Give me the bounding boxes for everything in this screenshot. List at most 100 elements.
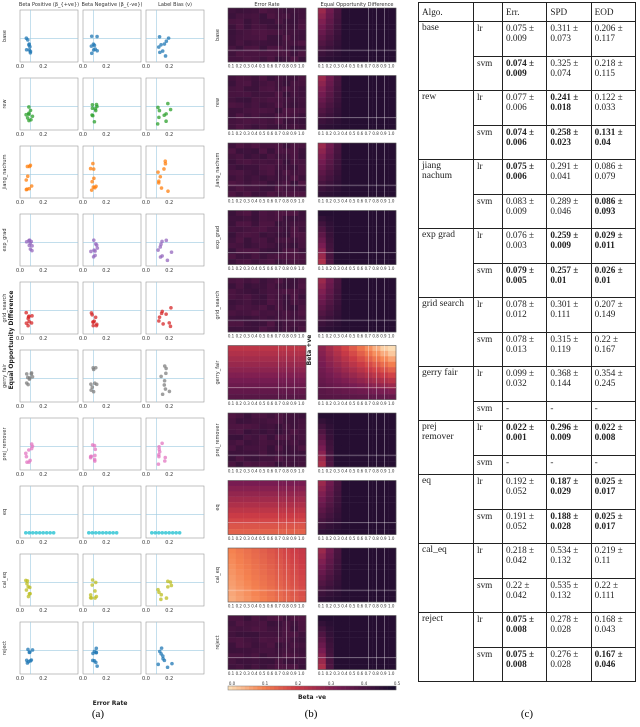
heatmap-tick-label: 0.9 — [380, 401, 387, 406]
heatmap-cell — [318, 456, 326, 462]
heatmap-tick-label: 0.1 — [228, 334, 235, 339]
heatmap-cell — [333, 237, 342, 244]
eod-cell: 0.22 ± 0.167 — [590, 331, 637, 367]
heatmap-tick-label: 0.9 — [380, 671, 387, 676]
heatmap-cell — [243, 35, 252, 41]
heatmap-cell — [388, 418, 397, 424]
heatmap-cell — [388, 35, 397, 41]
heatmap-cell — [341, 653, 350, 659]
heatmap-cell — [259, 564, 268, 570]
heatmap-row-label: grid_search — [215, 291, 221, 320]
heatmap-cell — [325, 215, 334, 222]
row-label: jiang_nachum — [2, 154, 8, 190]
heatmap-cell — [349, 253, 358, 260]
heatmap-tick-label: 0.3 — [243, 604, 250, 609]
heatmap-cell — [251, 512, 260, 519]
heatmap-cell — [388, 461, 397, 468]
scatter-point — [161, 322, 165, 326]
heatmap-cell — [251, 56, 260, 63]
heatmap-cell — [259, 356, 268, 362]
scatter-point — [29, 371, 34, 375]
heatmap-cell — [388, 305, 397, 311]
heatmap-cell — [333, 350, 342, 357]
heatmap-cell — [251, 394, 260, 400]
scatter-point — [30, 114, 35, 119]
heatmap-cell — [325, 569, 334, 576]
heatmap-cell — [235, 418, 244, 424]
heatmap-cell — [333, 97, 342, 103]
colorbar-segment — [228, 686, 233, 690]
heatmap-cell — [318, 278, 326, 284]
heatmap-cell — [235, 124, 244, 130]
x-tick-label: 0.2 — [102, 336, 110, 342]
spd-cell: 0.311 ± 0.073 — [546, 21, 592, 57]
heatmap-cell — [341, 143, 350, 149]
heatmap-cell — [341, 626, 350, 632]
heatmap-row-label: eq — [215, 504, 221, 510]
heatmap-cell — [349, 305, 358, 311]
heatmap-cell — [341, 175, 350, 181]
heatmap-row-label: base — [215, 29, 221, 41]
heatmap-cell — [267, 107, 275, 114]
heatmap-cell — [243, 569, 252, 576]
heatmap-cell — [341, 248, 350, 254]
heatmap-tick-label: 0.9 — [290, 266, 297, 271]
heatmap-tick-label: 0.7 — [275, 604, 282, 609]
x-tick-label: 0.0 — [79, 268, 87, 274]
heatmap-cell — [259, 361, 268, 368]
heatmap-cell — [251, 507, 260, 514]
scatter-point — [87, 531, 91, 535]
heatmap-cell — [267, 148, 275, 154]
heatmap-cell — [251, 388, 260, 395]
heatmap-cell — [318, 569, 326, 576]
eod-cell: 0.218 ± 0.115 — [590, 55, 637, 91]
heatmap-cell — [267, 24, 275, 30]
scatter-point — [94, 243, 99, 247]
heatmap-cell — [267, 29, 275, 36]
heatmap-cell — [341, 118, 350, 125]
heatmap-cell — [325, 18, 334, 25]
heatmap-cell — [349, 56, 358, 63]
scatter-point — [24, 112, 28, 117]
heatmap-cell — [333, 278, 342, 284]
colorbar-segment — [366, 686, 372, 690]
heatmap-cell — [333, 631, 342, 638]
heatmap-cell — [259, 548, 268, 554]
heatmap-cell — [243, 232, 252, 238]
heatmap-cell — [349, 637, 358, 643]
scatter-point — [156, 248, 160, 252]
x-tick-label: 0.2 — [102, 132, 110, 138]
scatter-axes — [145, 9, 205, 63]
heatmap-cell — [228, 367, 236, 373]
heatmap-cell — [357, 305, 365, 311]
heatmap-cell — [333, 35, 342, 41]
heatmap-cell — [235, 56, 244, 63]
heatmap-tick-label: 0.6 — [267, 401, 274, 406]
heatmap-cell — [267, 170, 275, 176]
heatmap-cell — [243, 221, 252, 227]
heatmap-cell — [357, 485, 365, 492]
heatmap-cell — [325, 253, 334, 260]
heatmap-cell — [349, 361, 358, 368]
heatmap-cell — [318, 664, 326, 670]
heatmap-tick-label: 0.2 — [236, 469, 243, 474]
heatmap-cell — [243, 315, 252, 322]
scatter-point — [161, 656, 165, 661]
heatmap-cell — [259, 315, 268, 322]
heatmap-tick-label: 0.9 — [380, 64, 387, 69]
heatmap-cell — [357, 75, 365, 82]
heatmap-cell — [318, 283, 326, 289]
heatmap-cell — [267, 186, 275, 192]
scatter-point — [88, 595, 93, 600]
scatter-point — [27, 164, 32, 169]
heatmap-cell — [298, 450, 307, 457]
heatmap-frame — [227, 480, 307, 535]
heatmap-tick-label: 0.5 — [259, 536, 266, 541]
heatmap-cell — [357, 35, 365, 41]
heatmap-tick-label: 0.1 — [318, 671, 325, 676]
heatmap-frame — [317, 547, 397, 603]
scatter-point — [92, 659, 97, 663]
heatmap-tick-label: 0.8 — [282, 131, 289, 136]
heatmap-cell — [298, 326, 307, 333]
heatmap-cell — [228, 626, 236, 632]
